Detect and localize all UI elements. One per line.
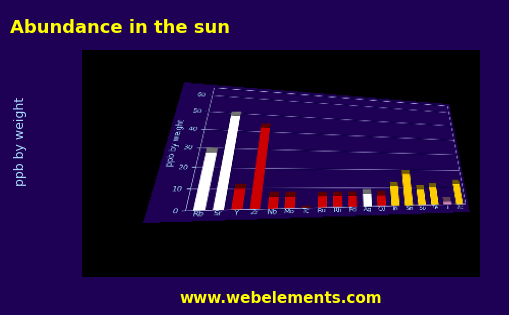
Text: Abundance in the sun: Abundance in the sun (10, 19, 230, 37)
Text: ppb by weight: ppb by weight (14, 97, 27, 186)
Text: www.webelements.com: www.webelements.com (179, 290, 381, 306)
